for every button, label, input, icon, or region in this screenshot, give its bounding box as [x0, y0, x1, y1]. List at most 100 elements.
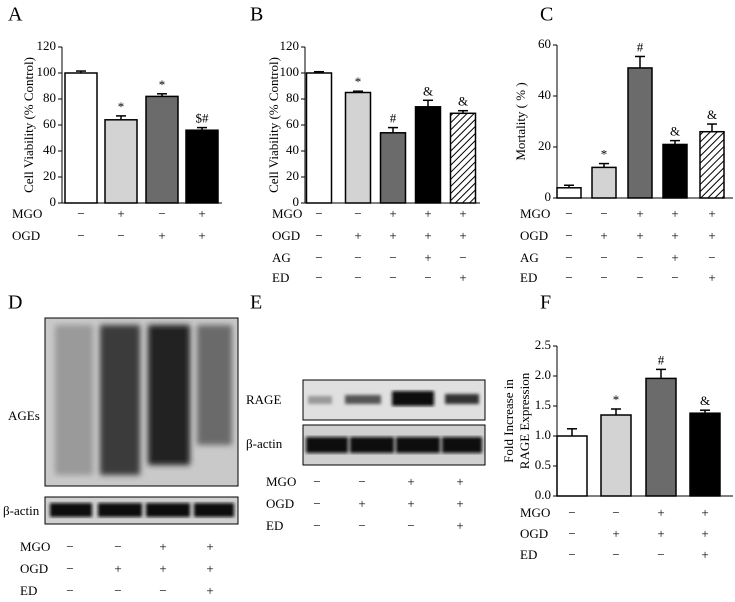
y-axis-label: Mortality ( % )	[513, 82, 528, 160]
panel-label: C	[540, 4, 553, 26]
treatment-mark: +	[612, 526, 619, 541]
treatment-mark: −	[313, 518, 320, 533]
treatment-mark: −	[565, 270, 572, 285]
treatment-mark: −	[389, 270, 396, 285]
treatment-mark: +	[671, 206, 678, 221]
treatment-mark: −	[657, 547, 664, 562]
treatment-mark: +	[701, 505, 708, 520]
panel-label: F	[540, 292, 551, 314]
bar	[305, 72, 333, 204]
treatment-name: ED	[20, 583, 37, 598]
treatment-name: ED	[520, 270, 537, 285]
treatment-mark: −	[66, 561, 73, 576]
treatment-mark: +	[657, 505, 664, 520]
bar	[145, 95, 179, 204]
treatment-mark: −	[315, 228, 322, 243]
treatment-mark: −	[600, 250, 607, 265]
annotation: *	[601, 147, 608, 162]
treatment-mark: −	[114, 583, 121, 598]
annotation: #	[390, 111, 397, 126]
y-tick-label: 40	[43, 142, 56, 157]
panel-label: B	[250, 4, 263, 26]
treatment-mark: −	[117, 228, 124, 243]
treatment-name: ED	[272, 270, 289, 285]
y-tick-label: 60	[538, 36, 551, 51]
band-label: RAGE	[246, 392, 281, 407]
y-tick-label: 0.0	[535, 487, 551, 502]
bar	[104, 119, 138, 204]
treatment-mark: −	[636, 270, 643, 285]
treatment-name: ED	[520, 547, 537, 562]
y-tick-label: 20	[43, 168, 56, 183]
band-label: β-actin	[246, 436, 283, 451]
y-axis-label: Cell Viability (% Control)	[21, 57, 36, 193]
treatment-mark: +	[159, 539, 166, 554]
treatment-mark: +	[424, 228, 431, 243]
treatment-mark: +	[456, 496, 463, 511]
treatment-mark: −	[159, 583, 166, 598]
y-axis-label: Fold Increase in	[501, 379, 516, 463]
treatment-mark: −	[600, 206, 607, 221]
treatment-name: OGD	[12, 228, 40, 243]
y-tick-label: 0.5	[535, 457, 551, 472]
treatment-mark: +	[206, 561, 213, 576]
treatment-mark: −	[158, 206, 165, 221]
treatment-name: AG	[520, 250, 539, 265]
annotation: #	[637, 39, 644, 54]
annotation: &	[670, 124, 680, 139]
treatment-mark: +	[407, 474, 414, 489]
bar	[699, 130, 725, 199]
annotation: &	[458, 94, 468, 109]
treatment-mark: +	[358, 496, 365, 511]
treatment-mark: +	[198, 206, 205, 221]
treatment-mark: +	[456, 474, 463, 489]
y-tick-label: 100	[280, 64, 300, 79]
annotation: *	[613, 392, 620, 407]
treatment-mark: +	[671, 250, 678, 265]
treatment-mark: −	[315, 206, 322, 221]
treatment-mark: +	[206, 583, 213, 598]
annotation: #	[658, 352, 665, 367]
treatment-mark: −	[600, 270, 607, 285]
panel-label: A	[8, 4, 23, 26]
treatment-mark: +	[206, 539, 213, 554]
treatment-mark: −	[612, 505, 619, 520]
treatment-mark: −	[565, 206, 572, 221]
treatment-mark: −	[568, 526, 575, 541]
annotation: &	[423, 83, 433, 98]
treatment-mark: +	[708, 270, 715, 285]
treatment-mark: −	[77, 228, 84, 243]
band-label: AGEs	[8, 408, 40, 423]
treatment-mark: +	[459, 206, 466, 221]
treatment-mark: +	[708, 228, 715, 243]
bar	[591, 166, 617, 199]
bar	[449, 112, 477, 204]
treatment-name: MGO	[520, 206, 550, 221]
treatment-mark: −	[565, 250, 572, 265]
treatment-mark: +	[159, 561, 166, 576]
treatment-mark: +	[198, 228, 205, 243]
bar	[645, 377, 677, 497]
bar	[344, 91, 372, 204]
treatment-name: MGO	[272, 206, 302, 221]
treatment-mark: +	[708, 206, 715, 221]
y-tick-label: 120	[37, 38, 57, 53]
band-label: β-actin	[3, 503, 40, 518]
treatment-mark: −	[358, 474, 365, 489]
treatment-mark: −	[565, 228, 572, 243]
bar	[185, 129, 219, 204]
treatment-mark: −	[407, 518, 414, 533]
y-tick-label: 40	[538, 87, 551, 102]
treatment-name: OGD	[520, 526, 548, 541]
treatment-name: AG	[272, 250, 291, 265]
treatment-name: OGD	[266, 496, 294, 511]
treatment-mark: −	[66, 539, 73, 554]
treatment-mark: +	[389, 206, 396, 221]
treatment-mark: +	[600, 228, 607, 243]
bar	[556, 187, 582, 199]
treatment-mark: +	[424, 250, 431, 265]
treatment-mark: +	[389, 228, 396, 243]
bar	[627, 67, 653, 199]
y-tick-label: 0	[293, 194, 300, 209]
